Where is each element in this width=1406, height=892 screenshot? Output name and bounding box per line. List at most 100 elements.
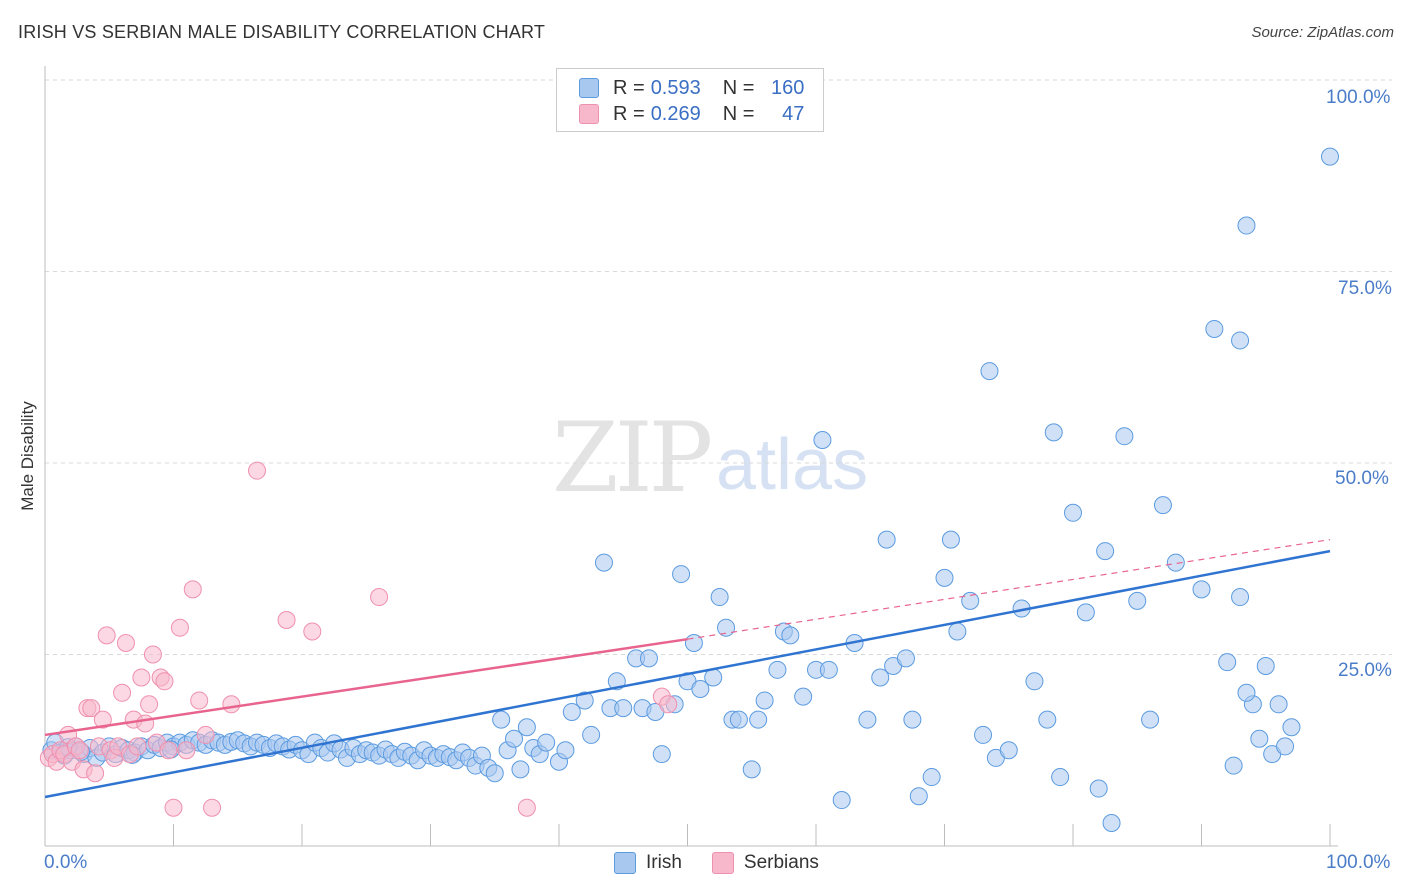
legend-label-serbians: Serbians: [743, 852, 819, 873]
legend-swatch-irish: [579, 78, 599, 98]
legend-swatch-irish: [614, 852, 636, 874]
point-irish-125: [948, 622, 967, 641]
point-irish-84: [594, 553, 613, 572]
point-irish-99: [710, 588, 729, 607]
series-legend: Irish Serbians: [614, 852, 849, 874]
point-serbians-37: [196, 725, 215, 744]
point-serbians-38: [203, 798, 222, 817]
source-label: Source: ZipAtlas.com: [1251, 24, 1394, 41]
legend-r-label: R =: [613, 76, 645, 99]
point-irish-124: [941, 530, 960, 549]
point-serbians-36: [190, 691, 209, 710]
point-serbians-30: [155, 672, 174, 691]
point-irish-122: [922, 768, 941, 787]
point-irish-80: [556, 741, 575, 760]
y-tick-75: 75.0%: [1338, 278, 1392, 299]
point-irish-113: [832, 791, 851, 810]
point-irish-148: [1218, 653, 1237, 672]
point-serbians-35: [183, 580, 202, 599]
x-tick-0: 0.0%: [44, 852, 88, 873]
point-serbians-15: [97, 626, 116, 645]
point-serbians-32: [164, 798, 183, 817]
point-irish-87: [614, 699, 633, 718]
point-irish-90: [639, 649, 658, 668]
point-irish-111: [813, 431, 832, 450]
legend-r-label: R =: [613, 102, 645, 125]
point-irish-94: [672, 565, 691, 584]
trendlines: [44, 539, 1331, 799]
point-irish-147: [1205, 319, 1224, 338]
point-serbians-40: [248, 461, 267, 480]
point-serbians-19: [113, 683, 132, 702]
point-irish-126: [961, 591, 980, 610]
point-irish-81: [562, 702, 581, 721]
point-irish-119: [896, 649, 915, 668]
point-serbians-23: [128, 737, 147, 756]
point-irish-82: [575, 691, 594, 710]
point-irish-83: [582, 725, 601, 744]
point-irish-137: [1076, 603, 1095, 622]
point-serbians-12: [86, 764, 105, 783]
point-serbians-20: [116, 634, 135, 653]
point-irish-158: [1276, 737, 1295, 756]
x-tick-100: 100.0%: [1326, 852, 1391, 873]
point-irish-120: [903, 710, 922, 729]
point-irish-140: [1102, 814, 1121, 833]
point-irish-121: [909, 787, 928, 806]
point-irish-156: [1250, 729, 1269, 748]
point-irish-104: [749, 710, 768, 729]
y-tick-25: 25.0%: [1338, 660, 1392, 681]
legend-item-irish[interactable]: Irish: [614, 852, 682, 874]
point-irish-159: [1231, 588, 1250, 607]
point-irish-135: [1051, 768, 1070, 787]
point-irish-92: [652, 745, 671, 764]
y-tick-50: 50.0%: [1335, 468, 1389, 489]
legend-r-value: 0.269: [650, 102, 701, 125]
point-irish-144: [1153, 496, 1172, 515]
point-irish-70: [485, 764, 504, 783]
legend-swatch-serbians: [711, 852, 734, 874]
point-irish-106: [768, 660, 787, 679]
point-irish-160: [1237, 216, 1256, 235]
legend-n-value: 160: [771, 76, 805, 99]
point-irish-116: [871, 668, 890, 687]
point-irish-143: [1141, 710, 1160, 729]
point-serbians-42: [303, 622, 322, 641]
point-serbians-26: [140, 695, 159, 714]
point-serbians-33: [170, 618, 189, 637]
legend-item-serbians[interactable]: Serbians: [711, 852, 819, 874]
point-irish-161: [1321, 147, 1339, 166]
legend-label-irish: Irish: [646, 852, 682, 873]
legend-n-value: 47: [782, 102, 805, 125]
legend-n-label: N =: [722, 76, 755, 99]
axes: [44, 66, 1338, 847]
point-irish-115: [858, 710, 877, 729]
y-axis-label: Male Disability: [18, 401, 37, 511]
point-serbians-24: [132, 668, 151, 687]
point-irish-139: [1096, 542, 1115, 561]
point-irish-130: [999, 741, 1018, 760]
point-irish-145: [1166, 553, 1185, 572]
point-serbians-27: [143, 645, 162, 664]
point-serbians-46: [659, 695, 678, 714]
trendline-serbians: [44, 637, 688, 737]
point-irish-138: [1089, 779, 1108, 798]
point-irish-75: [517, 718, 536, 737]
point-irish-134: [1044, 423, 1063, 442]
point-irish-100: [717, 618, 736, 637]
point-irish-78: [537, 733, 556, 752]
point-irish-97: [691, 679, 710, 698]
point-irish-74: [511, 760, 530, 779]
point-irish-127: [974, 725, 993, 744]
series-serbians-points: [39, 461, 678, 817]
point-irish-123: [935, 568, 954, 587]
trendline-extension-serbians: [687, 539, 1331, 640]
point-serbians-11: [82, 699, 101, 718]
point-irish-151: [1256, 656, 1275, 675]
series-irish-points: [42, 147, 1339, 833]
legend-n-label: N =: [722, 102, 755, 125]
y-tick-100: 100.0%: [1326, 87, 1391, 108]
point-irish-133: [1038, 710, 1057, 729]
point-irish-105: [755, 691, 774, 710]
